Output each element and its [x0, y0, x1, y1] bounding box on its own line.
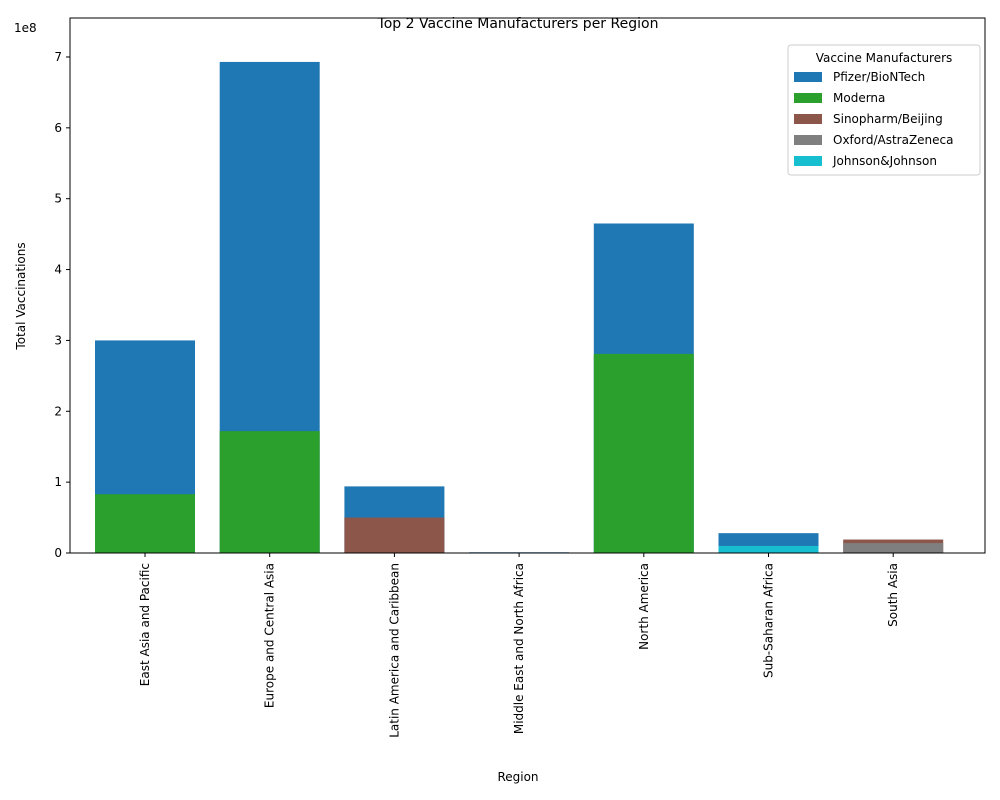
- legend-label: Oxford/AstraZeneca: [833, 133, 954, 147]
- legend-swatch: [794, 135, 822, 145]
- legend-title: Vaccine Manufacturers: [816, 51, 953, 65]
- legend-label: Pfizer/BioNTech: [833, 70, 925, 84]
- bar: [219, 431, 320, 553]
- x-tick-label: Latin America and Caribbean: [387, 563, 401, 738]
- x-axis-label: Region: [497, 770, 538, 784]
- y-tick-label: 0: [54, 546, 62, 560]
- y-tick-label: 3: [54, 333, 62, 347]
- x-tick-label: South Asia: [886, 563, 900, 627]
- y-tick-label: 6: [54, 121, 62, 135]
- bar: [95, 494, 195, 553]
- bar: [344, 517, 445, 553]
- y-tick-label: 4: [54, 263, 62, 277]
- y-tick-label: 5: [54, 192, 62, 206]
- legend-swatch: [794, 93, 822, 103]
- x-tick-label: North America: [637, 563, 651, 650]
- x-tick-label: Middle East and North Africa: [512, 563, 526, 734]
- y-scale-label: 1e8: [14, 21, 37, 35]
- y-tick-label: 2: [54, 404, 62, 418]
- legend-label: Moderna: [833, 91, 885, 105]
- bar: [718, 545, 819, 553]
- legend-label: Sinopharm/Beijing: [833, 112, 943, 126]
- bar: [593, 353, 694, 553]
- legend-swatch: [794, 114, 822, 124]
- x-tick-label: Sub-Saharan Africa: [762, 563, 776, 678]
- x-tick-label: Europe and Central Asia: [263, 563, 277, 708]
- x-tick-label: East Asia and Pacific: [138, 563, 152, 686]
- bar: [843, 543, 944, 553]
- legend-swatch: [794, 156, 822, 166]
- y-tick-label: 1: [54, 475, 62, 489]
- chart-title: Top 2 Vaccine Manufacturers per Region: [377, 16, 659, 32]
- plot-frame: [69, 17, 986, 554]
- y-tick-label: 7: [54, 50, 62, 64]
- legend-swatch: [794, 72, 822, 82]
- y-axis-label: Total Vaccinations: [14, 242, 28, 350]
- legend-box: [787, 44, 981, 176]
- legend-label: Johnson&Johnson: [832, 154, 937, 168]
